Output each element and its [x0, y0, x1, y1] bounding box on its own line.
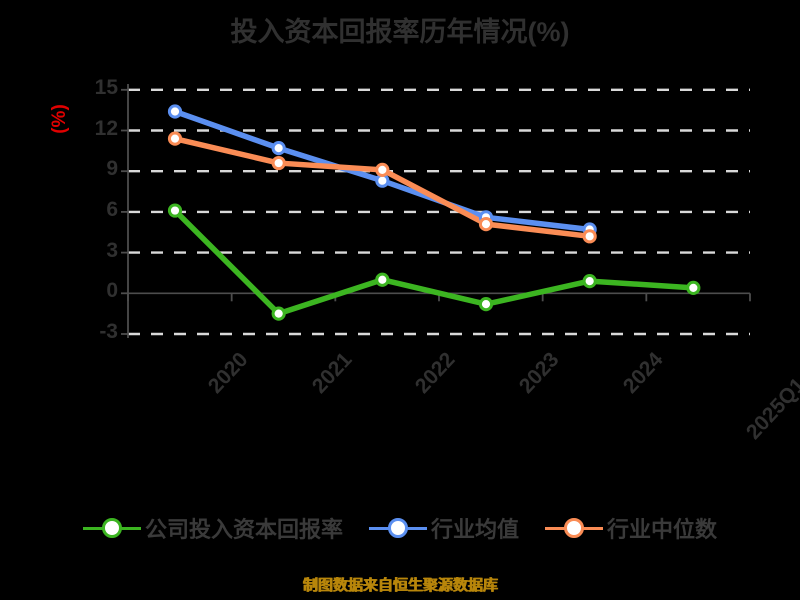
data-point — [478, 297, 494, 312]
legend-marker-icon — [545, 517, 603, 539]
chart-legend: 公司投入资本回报率 行业均值 行业中位数 — [0, 512, 800, 544]
data-point — [375, 272, 390, 287]
data-point — [582, 273, 597, 289]
y-tick-label: 0 — [106, 279, 118, 303]
legend-dot-icon — [387, 518, 408, 538]
chart-title: 投入资本回报率历年情况(%) — [230, 17, 570, 47]
x-tick-label: 2022 — [411, 348, 460, 398]
data-point — [167, 104, 183, 119]
data-point — [686, 280, 701, 295]
series-line-0 — [172, 207, 697, 317]
legend-item[interactable]: 行业均值 — [368, 512, 519, 544]
legend-label: 行业均值 — [430, 517, 519, 542]
y-tick-label: 3 — [106, 238, 118, 262]
legend-item[interactable]: 公司投入资本回报率 — [82, 512, 343, 544]
x-tick-label: 2025Q1-Q3 — [742, 348, 800, 444]
legend-label: 公司投入资本回报率 — [144, 517, 343, 542]
y-tick-label: 12 — [94, 116, 118, 140]
y-tick-label: 6 — [106, 197, 118, 221]
data-point — [375, 162, 390, 177]
x-tick-label: 2020 — [203, 348, 253, 398]
data-point — [582, 229, 597, 244]
data-point — [167, 203, 183, 218]
x-tick-label: 2024 — [618, 348, 668, 398]
data-point — [271, 141, 286, 156]
legend-dot-icon — [101, 518, 122, 538]
data-point — [167, 131, 183, 146]
y-tick-label: 15 — [94, 75, 118, 99]
y-tick-label: 9 — [106, 157, 118, 181]
y-tick-label: -3 — [99, 320, 118, 343]
legend-dot-icon — [564, 518, 584, 538]
data-point — [271, 306, 286, 321]
data-point — [478, 217, 494, 232]
x-tick-label: 2021 — [307, 348, 357, 398]
legend-item[interactable]: 行业中位数 — [545, 512, 717, 544]
y-axis-tick-labels: 15 12 9 6 3 0 -3 — [60, 0, 118, 600]
legend-marker-icon — [368, 517, 427, 539]
legend-marker-icon — [82, 517, 141, 539]
chart-footnote: 制图数据来自恒生聚源数据库 — [302, 577, 498, 594]
legend-label: 行业中位数 — [607, 517, 718, 542]
data-point — [271, 155, 286, 171]
x-tick-label: 2023 — [514, 348, 564, 398]
